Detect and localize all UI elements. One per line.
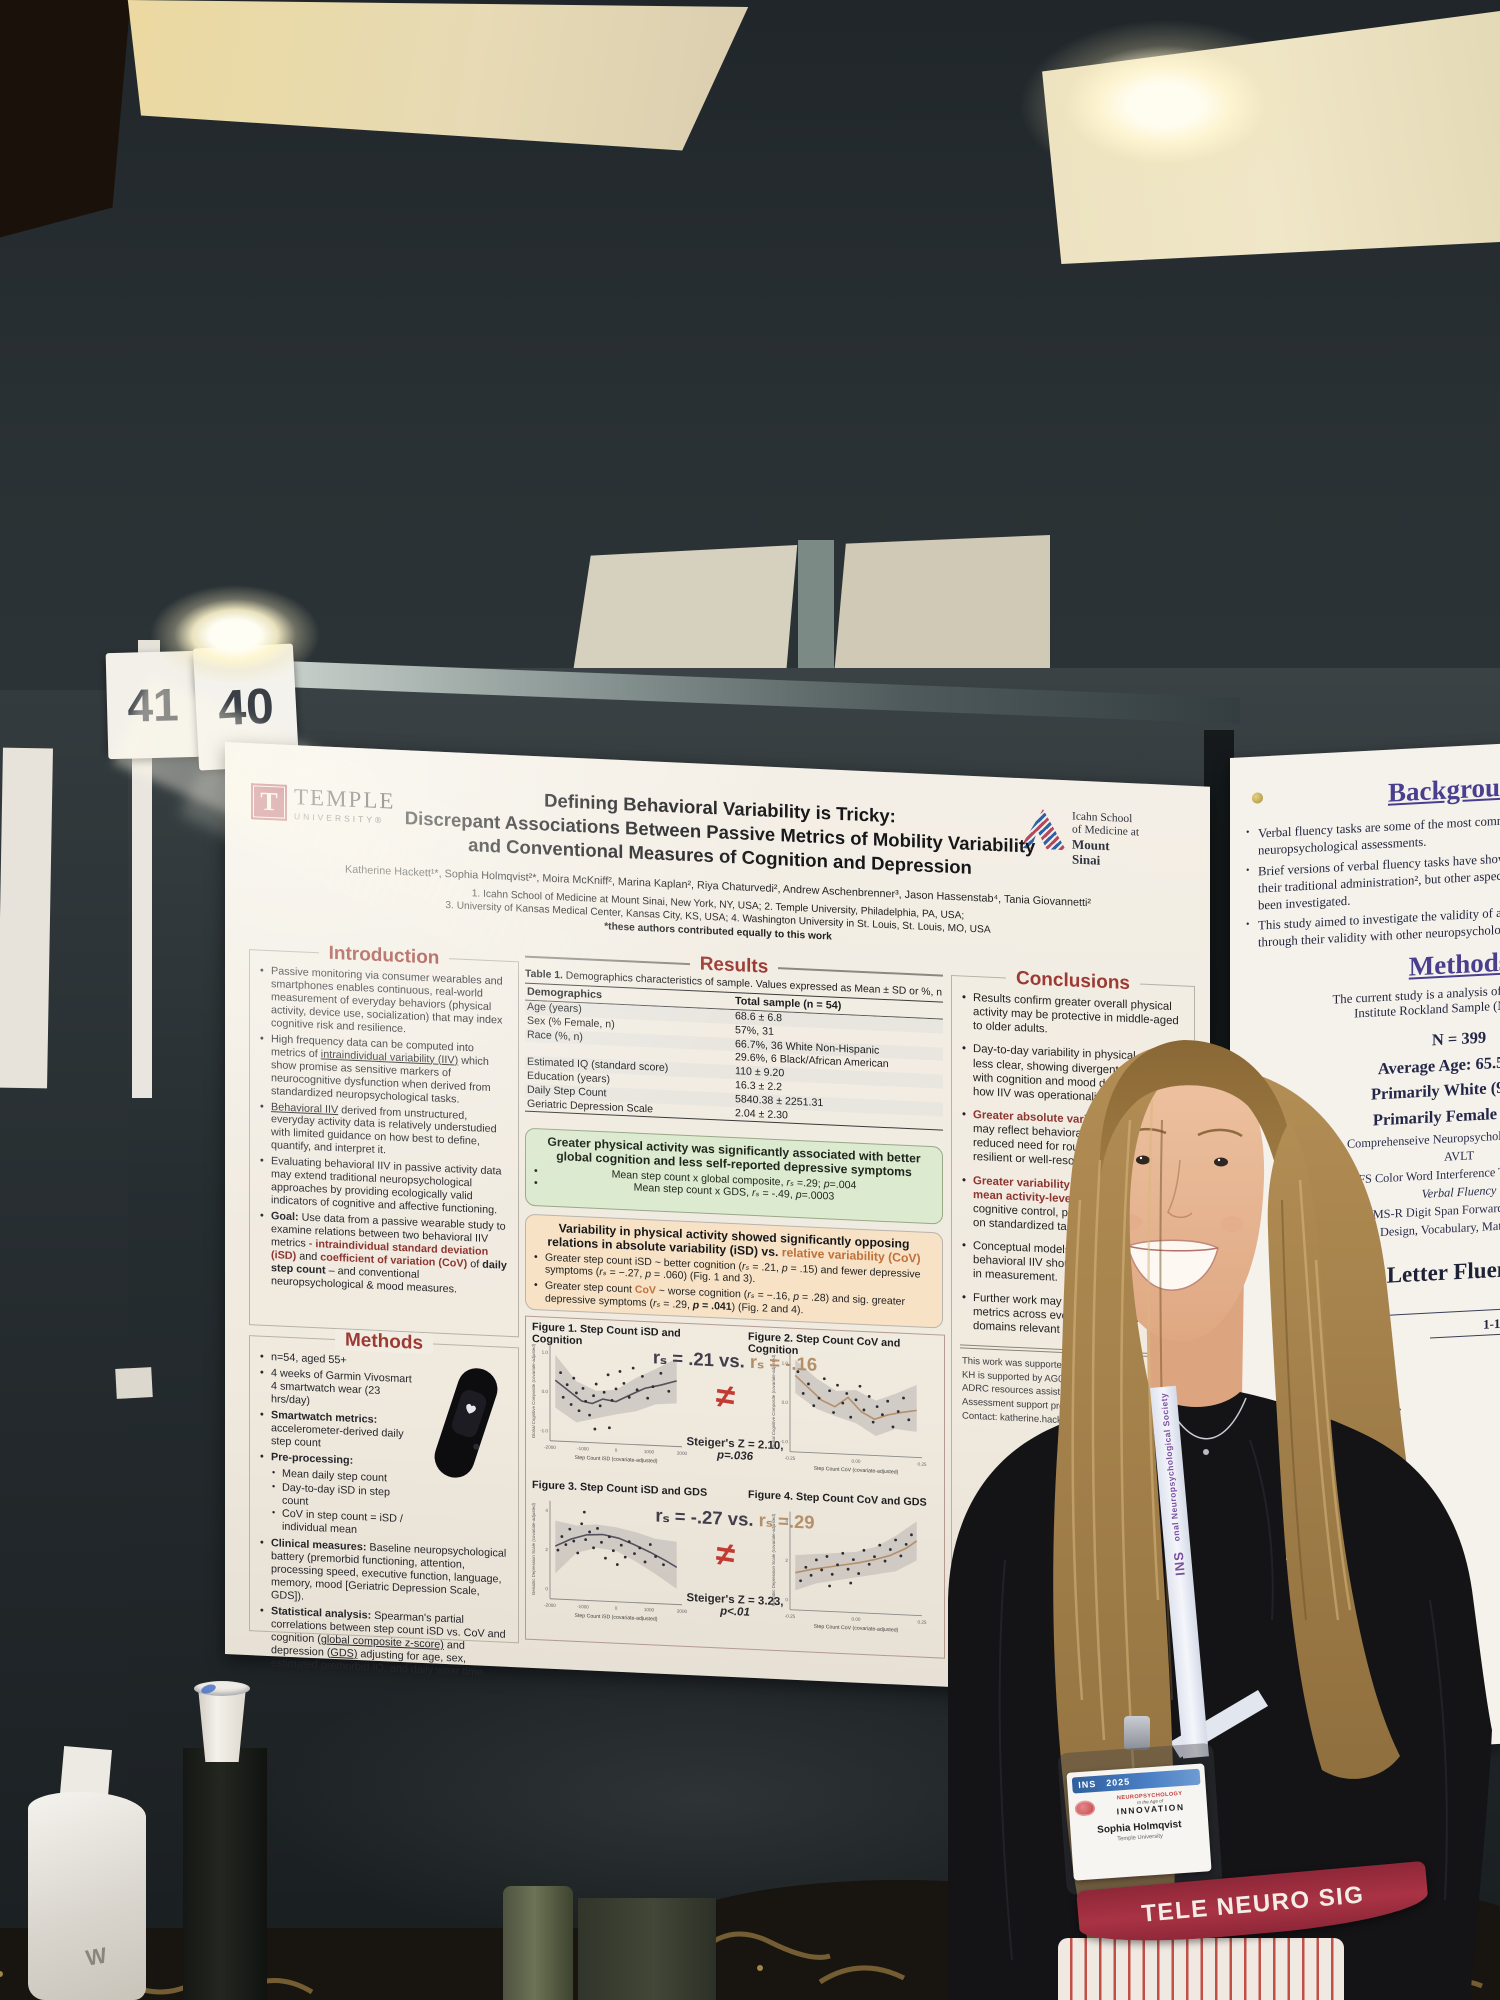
plastic-bag: W — [28, 1792, 146, 2000]
ceiling-light-right-glow — [1020, 20, 1310, 190]
svg-text:-1000: -1000 — [577, 1446, 589, 1452]
svg-text:2: 2 — [785, 1558, 788, 1563]
svg-text:-1.0: -1.0 — [540, 1428, 548, 1433]
introduction-box: Introduction Passive monitoring via cons… — [249, 942, 519, 1338]
svg-text:0.25: 0.25 — [918, 1619, 927, 1624]
svg-text:Step Count iSD (covariate-adju: Step Count iSD (covariate-adjusted) — [574, 1455, 657, 1465]
svg-text:0.25: 0.25 — [918, 1461, 927, 1466]
main-poster: T TEMPLE UNIVERSITY® Icahn School of Med… — [225, 742, 1210, 1699]
methods-bullet: Smartwatch metrics: accelerometer-derive… — [260, 1408, 418, 1454]
lanyard-ins-text: INS — [1170, 1550, 1188, 1577]
svg-text:Step Count CoV (covariate-adju: Step Count CoV (covariate-adjusted) — [814, 1466, 899, 1476]
intro-bullet: Behavioral IIV derived from unstructured… — [260, 1100, 509, 1163]
not-equal-symbol: ≠ — [714, 1534, 737, 1575]
badge-year: 2025 — [1105, 1776, 1131, 1789]
badge-clasp — [1124, 1716, 1150, 1750]
green-result-box: Greater physical activity was significan… — [525, 1127, 943, 1225]
svg-text:Step Count iSD (covariate-adju: Step Count iSD (covariate-adjusted) — [574, 1613, 657, 1623]
svg-text:0.0: 0.0 — [542, 1389, 549, 1394]
svg-text:0: 0 — [545, 1586, 548, 1591]
svg-text:0: 0 — [615, 1606, 618, 1611]
svg-text:-2000: -2000 — [544, 1444, 556, 1450]
svg-text:Step Count CoV (covariate-adju: Step Count CoV (covariate-adjusted) — [814, 1624, 899, 1634]
methods-bullet: Clinical measures: Baseline neuropsychol… — [260, 1537, 509, 1613]
left-poster-sliver — [0, 747, 53, 1089]
intro-bullet: Passive monitoring via consumer wearable… — [260, 965, 509, 1041]
svg-text:1.0: 1.0 — [542, 1350, 549, 1355]
hair-front-right — [1267, 1120, 1400, 1779]
svg-text:0.00: 0.00 — [852, 1458, 861, 1463]
cup-post — [183, 1748, 267, 2000]
sign-strip — [132, 748, 152, 1098]
brain-logo — [1074, 1800, 1096, 1817]
methods-bullet: 4 weeks of Garmin Vivosmart 4 smartwatch… — [260, 1367, 418, 1413]
bag-letter: W — [83, 1942, 109, 1971]
green-pole — [503, 1886, 573, 2000]
not-equal-symbol: ≠ — [714, 1376, 737, 1417]
table-1-rows: Age (years) 68.6 ± 6.8 Sex (% Female, n) 57… — [525, 1000, 943, 1131]
ribbon-text: TELE NEURO SIG — [1140, 1881, 1366, 1928]
svg-text:4: 4 — [545, 1508, 548, 1513]
small-white-tag — [115, 1367, 153, 1399]
olive-column — [578, 1898, 716, 2000]
svg-text:Global Cognitive Composite (co: Global Cognitive Composite (covariate-ad… — [531, 1343, 536, 1438]
svg-text:0.0: 0.0 — [782, 1400, 789, 1405]
lanyard-text: onal Neuropsychological Society — [1158, 1392, 1182, 1542]
intro-bullet: Evaluating behavioral IIV in passive act… — [260, 1155, 509, 1218]
sinai-line4: Sinai — [1072, 851, 1101, 868]
methods-subbullets: Mean daily step countDay-to-day iSD in s… — [260, 1466, 418, 1540]
svg-text:0.00: 0.00 — [852, 1616, 861, 1621]
orange-result-box: Variability in physical activity showed … — [525, 1213, 943, 1329]
methods-box: Methods n=54, aged 55+ 4 weeks of Garmin… — [249, 1328, 519, 1679]
svg-text:0: 0 — [615, 1448, 618, 1453]
badge-card: INS 2025 NEUROPSYCHOLOGY In the Age of I… — [1066, 1763, 1212, 1881]
svg-text:-1000: -1000 — [577, 1604, 589, 1610]
intro-bullet: High frequency data can be computed into… — [260, 1032, 509, 1108]
spotlight-lamp — [150, 585, 320, 685]
smartwatch-image — [434, 1368, 498, 1478]
plastic-cup — [198, 1688, 246, 1762]
svg-text:2: 2 — [545, 1547, 548, 1552]
introduction-body: Passive monitoring via consumer wearable… — [250, 950, 518, 1308]
intro-bullet: Goal: Use data from a passive wearable s… — [260, 1210, 509, 1299]
bag-handle — [59, 1745, 113, 1799]
svg-text:Geriatric Depression Scale (co: Geriatric Depression Scale (covariate-ad… — [531, 1502, 536, 1595]
svg-text:-2000: -2000 — [544, 1602, 556, 1608]
striped-skirt — [1058, 1938, 1344, 2000]
methods-bullet: Statistical analysis: Spearman's partial… — [260, 1605, 509, 1681]
badge-ins: INS — [1077, 1778, 1097, 1791]
figures-box: Figure 1. Step Count iSD and Cognition F… — [525, 1315, 945, 1659]
badge-banner: INS 2025 — [1071, 1768, 1201, 1794]
ceiling-dark-corner — [0, 0, 131, 238]
